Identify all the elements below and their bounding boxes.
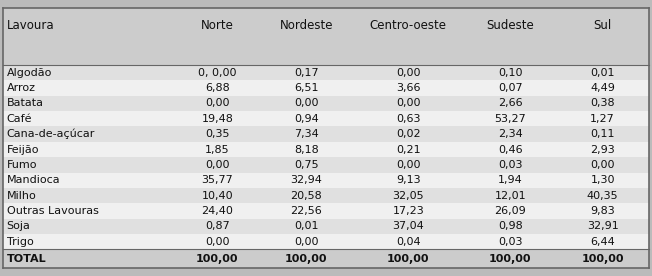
Text: 7,34: 7,34 [294, 129, 319, 139]
Text: 0,00: 0,00 [205, 160, 230, 170]
Text: 53,27: 53,27 [495, 114, 526, 124]
Text: Centro-oeste: Centro-oeste [370, 19, 447, 32]
Text: 0,63: 0,63 [396, 114, 421, 124]
Text: Lavoura: Lavoura [7, 19, 54, 32]
Text: 32,91: 32,91 [587, 221, 619, 231]
Text: Norte: Norte [201, 19, 234, 32]
Text: Sul: Sul [593, 19, 612, 32]
Text: 9,83: 9,83 [590, 206, 615, 216]
Text: 17,23: 17,23 [393, 206, 424, 216]
Text: 0,00: 0,00 [205, 237, 230, 247]
Text: 10,40: 10,40 [201, 190, 233, 201]
Text: 1,94: 1,94 [498, 175, 523, 185]
Text: 0,00: 0,00 [396, 160, 421, 170]
Text: 0,35: 0,35 [205, 129, 230, 139]
Text: 0,00: 0,00 [396, 68, 421, 78]
Text: 100,00: 100,00 [285, 254, 327, 264]
Text: 0,00: 0,00 [590, 160, 615, 170]
Text: Arroz: Arroz [7, 83, 35, 93]
Text: 0,46: 0,46 [498, 145, 523, 155]
Text: 1,30: 1,30 [590, 175, 615, 185]
Text: 100,00: 100,00 [196, 254, 239, 264]
Text: 0, 0,00: 0, 0,00 [198, 68, 237, 78]
Text: 22,56: 22,56 [290, 206, 322, 216]
Text: Outras Lavouras: Outras Lavouras [7, 206, 98, 216]
Text: 0,01: 0,01 [294, 221, 318, 231]
Text: 2,34: 2,34 [498, 129, 523, 139]
Text: 0,38: 0,38 [590, 99, 615, 108]
Text: Batata: Batata [7, 99, 44, 108]
Text: 24,40: 24,40 [201, 206, 233, 216]
Text: 8,18: 8,18 [294, 145, 319, 155]
Text: Sudeste: Sudeste [486, 19, 534, 32]
Bar [3, 188, 649, 203]
Text: Milho: Milho [7, 190, 37, 201]
Text: 20,58: 20,58 [290, 190, 322, 201]
Text: 2,66: 2,66 [498, 99, 523, 108]
Text: 6,88: 6,88 [205, 83, 230, 93]
Text: 0,00: 0,00 [294, 237, 318, 247]
Text: 0,03: 0,03 [498, 237, 523, 247]
Text: 0,11: 0,11 [590, 129, 615, 139]
Text: TOTAL: TOTAL [7, 254, 46, 264]
Bar [3, 219, 649, 234]
Bar [3, 249, 649, 268]
Text: 32,94: 32,94 [290, 175, 322, 185]
Text: 0,00: 0,00 [294, 99, 318, 108]
Text: 100,00: 100,00 [582, 254, 624, 264]
Text: 12,01: 12,01 [495, 190, 526, 201]
Bar [3, 80, 649, 96]
Text: 4,49: 4,49 [590, 83, 615, 93]
Text: Algodão: Algodão [7, 68, 52, 78]
Bar [3, 8, 649, 65]
Text: 0,00: 0,00 [205, 99, 230, 108]
Text: 37,04: 37,04 [393, 221, 424, 231]
Text: 19,48: 19,48 [201, 114, 233, 124]
Text: 0,02: 0,02 [396, 129, 421, 139]
Text: 6,51: 6,51 [294, 83, 318, 93]
Text: Fumo: Fumo [7, 160, 37, 170]
Text: Feijão: Feijão [7, 145, 39, 155]
Text: Café: Café [7, 114, 32, 124]
Text: 100,00: 100,00 [489, 254, 531, 264]
Bar [3, 142, 649, 157]
Text: 32,05: 32,05 [393, 190, 424, 201]
Bar [3, 65, 649, 80]
Text: 0,00: 0,00 [396, 99, 421, 108]
Text: 100,00: 100,00 [387, 254, 430, 264]
Text: 0,03: 0,03 [498, 160, 523, 170]
Text: 3,66: 3,66 [396, 83, 421, 93]
Text: Cana-de-açúcar: Cana-de-açúcar [7, 129, 95, 139]
Bar [3, 172, 649, 188]
Text: 0,04: 0,04 [396, 237, 421, 247]
Text: Mandioca: Mandioca [7, 175, 60, 185]
Text: 9,13: 9,13 [396, 175, 421, 185]
Text: 0,07: 0,07 [498, 83, 523, 93]
Text: 6,44: 6,44 [590, 237, 615, 247]
Text: 40,35: 40,35 [587, 190, 619, 201]
Bar [3, 203, 649, 219]
Text: 0,98: 0,98 [498, 221, 523, 231]
Text: 0,94: 0,94 [294, 114, 319, 124]
Text: 0,17: 0,17 [294, 68, 319, 78]
Text: 35,77: 35,77 [201, 175, 233, 185]
Text: 1,27: 1,27 [590, 114, 615, 124]
Bar [3, 126, 649, 142]
Text: 0,87: 0,87 [205, 221, 230, 231]
Text: 0,10: 0,10 [498, 68, 523, 78]
Text: 0,01: 0,01 [590, 68, 615, 78]
Bar [3, 234, 649, 249]
Text: 0,75: 0,75 [294, 160, 319, 170]
Bar [3, 96, 649, 111]
Text: 0,21: 0,21 [396, 145, 421, 155]
Text: Soja: Soja [7, 221, 31, 231]
Bar [3, 157, 649, 172]
Bar [3, 111, 649, 126]
Text: Trigo: Trigo [7, 237, 33, 247]
Text: 2,93: 2,93 [590, 145, 615, 155]
Text: 1,85: 1,85 [205, 145, 230, 155]
Text: 26,09: 26,09 [495, 206, 526, 216]
Text: Nordeste: Nordeste [280, 19, 333, 32]
